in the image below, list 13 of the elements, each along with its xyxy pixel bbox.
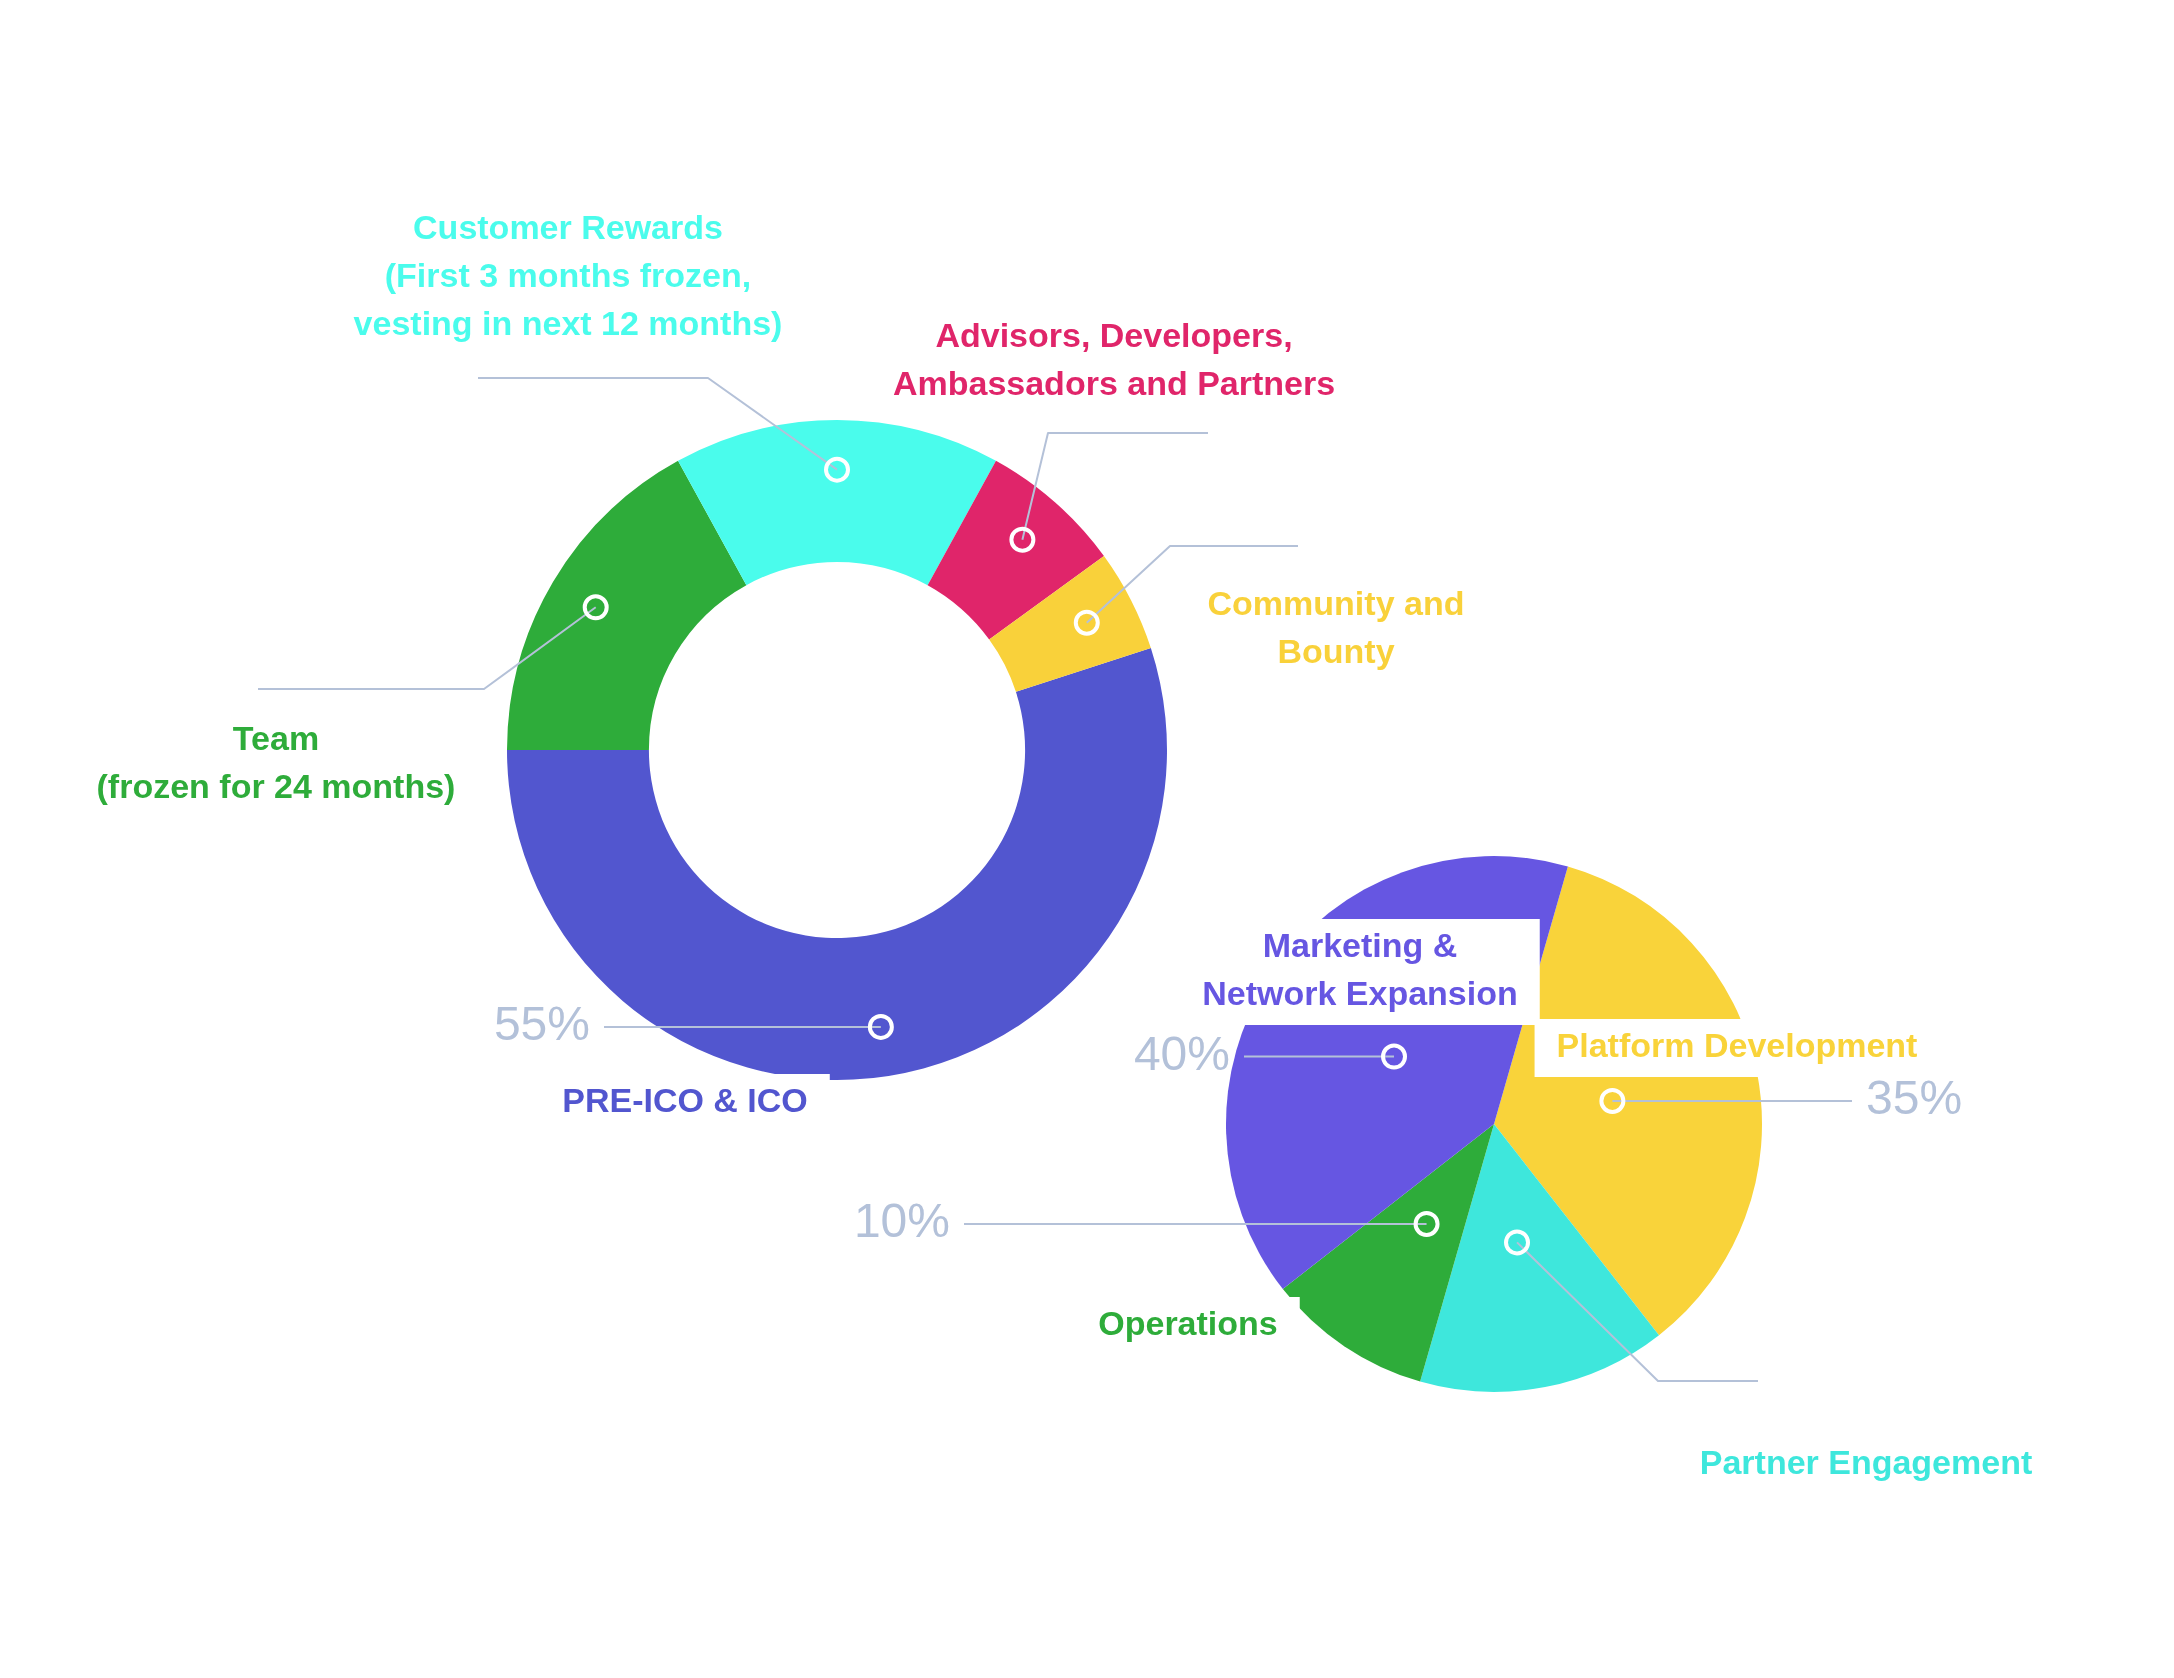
- data-label: 35%: [1866, 1071, 1963, 1125]
- slice-label: Customer Rewards (First 3 months frozen, vesting in next 12 months): [353, 208, 783, 343]
- slice-label: PRE-ICO & ICO: [562, 1081, 808, 1120]
- slice-label: Advisors, Developers, Ambassadors and Partners: [892, 316, 1336, 403]
- slice-label: Marketing & Network Expansion: [1202, 926, 1518, 1013]
- data-label: 55%: [493, 997, 590, 1051]
- slice-label: Operations: [1098, 1304, 1278, 1343]
- slice-label: Team (frozen for 24 months): [96, 719, 456, 806]
- slice-label: Platform Development: [1556, 1026, 1918, 1065]
- slice-label: Community and Bounty: [1207, 584, 1465, 671]
- slice-label: Partner Engagement: [1699, 1443, 2033, 1482]
- data-label: 40%: [1133, 1026, 1230, 1080]
- data-label: 10%: [853, 1194, 950, 1248]
